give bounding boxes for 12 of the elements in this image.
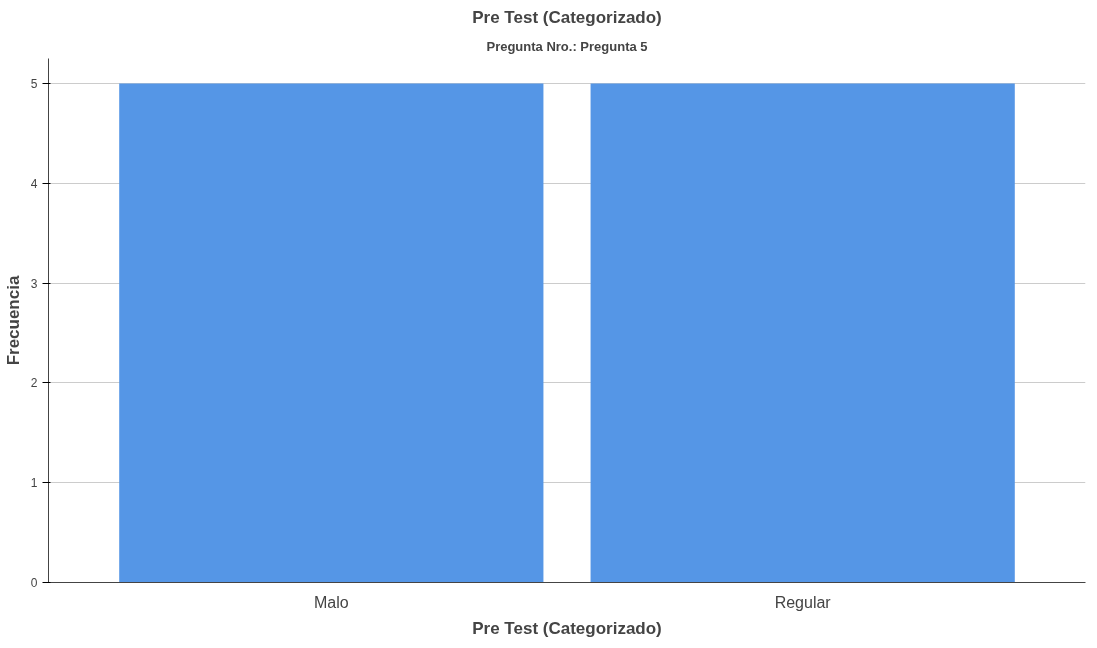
y-axis-title: Frecuencia xyxy=(3,275,23,366)
y-tick-label: 3 xyxy=(30,276,38,291)
y-tick-label: 1 xyxy=(30,476,38,491)
x-tick-label: Malo xyxy=(313,593,349,611)
y-tick-label: 0 xyxy=(30,576,38,590)
y-tick-label: 5 xyxy=(30,76,38,91)
y-tick-label: 4 xyxy=(30,176,38,191)
x-tick-label: Regular xyxy=(774,593,832,611)
chart-title: Pre Test (Categorizado) xyxy=(472,7,662,27)
x-axis-title: Pre Test (Categorizado) xyxy=(472,618,662,638)
y-tick-label: 2 xyxy=(30,376,38,391)
chart-subtitle: Pregunta Nro.: Pregunta 5 xyxy=(486,38,648,54)
